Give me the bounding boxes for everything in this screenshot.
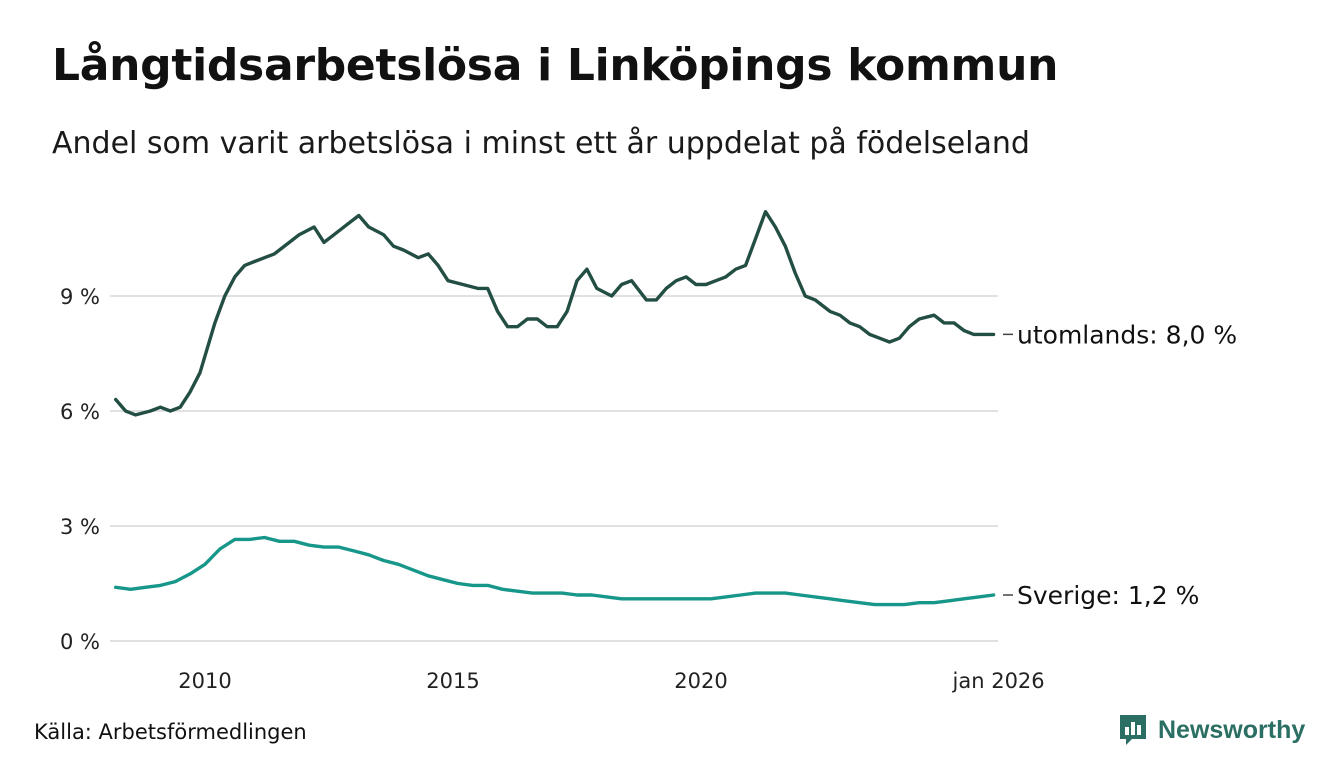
x-tick-label: 2010 — [178, 669, 231, 693]
newsworthy-logo: Newsworthy — [1118, 712, 1305, 748]
series-end-label-utomlands: utomlands: 8,0 % — [1017, 320, 1237, 349]
x-axis-ticks: 2010 2015 2020 jan 2026 — [178, 669, 1044, 693]
grid-lines — [110, 295, 998, 642]
x-tick-label: 2015 — [426, 669, 479, 693]
brand-name: Newsworthy — [1158, 715, 1306, 744]
x-tick-label: jan 2026 — [952, 669, 1045, 693]
series-end-labels: utomlands: 8,0 % Sverige: 1,2 % — [1003, 320, 1237, 610]
y-axis-ticks: 0 % 3 % 6 % 9 % — [60, 285, 100, 654]
line-chart: 0 % 3 % 6 % 9 % 2010 2015 2020 jan 2026 utomla… — [60, 209, 1237, 693]
chart-title: Långtidsarbetslösa i Linköpings kommun — [52, 40, 1059, 91]
newsworthy-logo-icon — [1120, 715, 1146, 745]
y-tick-label: 0 % — [60, 630, 100, 654]
y-tick-label: 3 % — [60, 515, 100, 539]
series-end-label-sverige: Sverige: 1,2 % — [1017, 581, 1199, 610]
series-line-sverige — [113, 535, 996, 607]
source-note: Källa: Arbetsförmedlingen — [34, 720, 307, 744]
y-tick-label: 6 % — [60, 400, 100, 424]
series-line-utomlands — [113, 209, 996, 417]
y-tick-label: 9 % — [60, 285, 100, 309]
x-tick-label: 2020 — [674, 669, 727, 693]
chart-subtitle: Andel som varit arbetslösa i minst ett å… — [52, 126, 1030, 161]
series-lines — [113, 209, 996, 607]
